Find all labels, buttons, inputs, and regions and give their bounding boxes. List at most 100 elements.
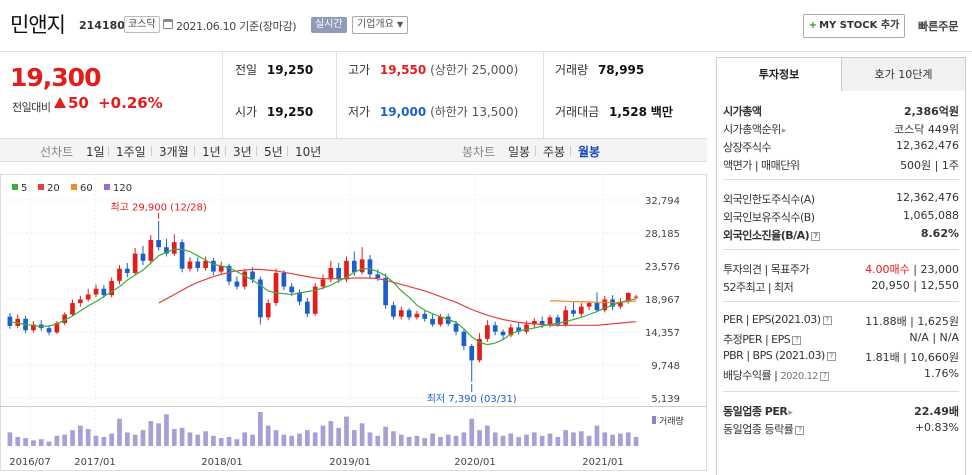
period-weekly[interactable]: 주봉 bbox=[543, 145, 566, 159]
volume-bar bbox=[250, 434, 255, 446]
volume-bar bbox=[516, 436, 522, 446]
candle-body bbox=[7, 316, 13, 326]
candle-body bbox=[109, 280, 115, 296]
foreign-limit-label: 외국인한도주식수(A) bbox=[723, 193, 815, 206]
period-1y[interactable]: 1년 bbox=[202, 145, 221, 159]
annotation-high: 최고 29,900 (12/28) bbox=[110, 202, 206, 214]
candle-body bbox=[124, 268, 130, 273]
period-3m[interactable]: 3개월 bbox=[159, 145, 189, 159]
candle-body bbox=[54, 323, 60, 333]
legend-label: 20 bbox=[47, 183, 60, 194]
help-icon[interactable]: ? bbox=[822, 316, 832, 325]
quick-order-link[interactable]: 빠른주문 bbox=[918, 20, 959, 33]
candle-body bbox=[148, 240, 154, 261]
candle-body bbox=[469, 346, 475, 361]
period-10y[interactable]: 10년 bbox=[295, 145, 322, 159]
candle-body bbox=[375, 274, 381, 278]
high-label: 고가 bbox=[348, 63, 371, 77]
help-icon[interactable]: ? bbox=[795, 426, 805, 435]
volume-bar bbox=[31, 440, 36, 446]
stock-chart: 32,794 28,185 23,576 18,967 14,357 9,748 5,139… bbox=[0, 162, 707, 475]
period-5y[interactable]: 5년 bbox=[264, 145, 283, 159]
x-tick-label: 2019/01 bbox=[329, 457, 371, 468]
help-icon[interactable]: ? bbox=[826, 352, 836, 361]
current-price-block: 19,300 전일대비 50 +0.26% bbox=[0, 52, 222, 138]
volume-bar bbox=[179, 427, 185, 446]
prev-close-value: 19,250 bbox=[266, 63, 314, 77]
candle-body bbox=[477, 338, 482, 361]
chart-period-bar: 선차트 1일 1주일 3개월 1년 3년 5년 10년 봉차트 일봉 주봉 월봉 bbox=[0, 138, 707, 162]
current-price: 19,300 bbox=[10, 63, 101, 92]
period-daily[interactable]: 일봉 bbox=[508, 145, 531, 159]
volume-bar bbox=[23, 438, 28, 446]
volume-bar bbox=[375, 435, 381, 446]
company-overview-button[interactable]: 기업개요 ▼ bbox=[352, 16, 409, 34]
y-tick-label: 32,794 bbox=[645, 196, 680, 207]
volume-bar bbox=[258, 412, 263, 446]
help-icon[interactable]: ? bbox=[820, 372, 830, 381]
candle-body bbox=[336, 267, 342, 280]
shares-label: 상장주식수 bbox=[723, 141, 772, 154]
est-per-label: 추정PER | EPS? bbox=[723, 331, 802, 347]
dividend-date: 2020.12 bbox=[780, 371, 819, 382]
period-3y[interactable]: 3년 bbox=[233, 145, 252, 159]
period-1d[interactable]: 1일 bbox=[86, 145, 105, 159]
info-tabs: 투자정보 호가 10단계 bbox=[717, 58, 965, 91]
candle-body bbox=[539, 320, 545, 325]
volume-bar bbox=[618, 433, 623, 446]
candle-body bbox=[31, 324, 36, 331]
foreign-ratio-label: 외국인소진율(B/A)? bbox=[723, 227, 821, 243]
tab-investment-info[interactable]: 투자정보 bbox=[717, 58, 841, 91]
candlestick-chart: 32,794 28,185 23,576 18,967 14,357 9,748 5,139… bbox=[0, 174, 707, 471]
y-tick-label: 9,748 bbox=[651, 361, 680, 372]
volume-bar bbox=[93, 435, 99, 446]
realtime-button[interactable]: 실시간 bbox=[311, 17, 347, 33]
volume-bar bbox=[625, 432, 631, 446]
pbr-text: PBR | BPS (2021.03) bbox=[723, 349, 825, 362]
legend-swatch bbox=[104, 184, 110, 190]
volume-bar bbox=[383, 426, 388, 446]
chevron-down-icon: ▼ bbox=[397, 20, 404, 29]
volume-bar bbox=[508, 433, 514, 446]
period-1w[interactable]: 1주일 bbox=[116, 145, 146, 159]
candle-body bbox=[281, 272, 287, 287]
volume-bar bbox=[539, 435, 545, 446]
industry-per-value: 22.49배 bbox=[914, 405, 959, 418]
volume-bar bbox=[148, 421, 154, 446]
candle-body bbox=[586, 303, 592, 307]
period-monthly[interactable]: 월봉 bbox=[578, 145, 601, 159]
est-per-value: N/A | N/A bbox=[909, 331, 959, 344]
volume-bar bbox=[469, 418, 475, 446]
stock-code: 214180 bbox=[79, 19, 125, 32]
industry-per-label[interactable]: 동일업종 PER▸ bbox=[723, 403, 793, 419]
candle-body bbox=[633, 296, 639, 298]
volume-bar bbox=[578, 431, 584, 446]
add-mystock-button[interactable]: + MY STOCK 추가 bbox=[803, 14, 905, 38]
candle-body bbox=[304, 301, 310, 314]
volume-bar bbox=[211, 435, 216, 446]
help-icon[interactable]: ? bbox=[792, 336, 802, 345]
market-cap-value: 2,386억원 bbox=[903, 105, 959, 118]
volume-bar bbox=[477, 430, 482, 446]
help-icon[interactable]: ? bbox=[811, 232, 821, 241]
volume-legend-swatch bbox=[652, 416, 656, 424]
legend-swatch bbox=[71, 184, 77, 190]
dividend-value: 1.76% bbox=[924, 367, 959, 380]
candle-body bbox=[508, 327, 514, 336]
plus-icon: + bbox=[808, 20, 818, 31]
volume-bar bbox=[610, 434, 615, 446]
candle-body bbox=[140, 253, 146, 261]
stock-name: 민앤지 bbox=[10, 13, 66, 37]
legend-label: 60 bbox=[80, 183, 93, 194]
candle-body bbox=[78, 299, 83, 304]
volume-bar bbox=[524, 434, 529, 446]
tab-orderbook-10[interactable]: 호가 10단계 bbox=[841, 58, 965, 91]
volume-bar bbox=[445, 434, 451, 446]
volume-bar bbox=[289, 435, 295, 446]
volume-bar bbox=[367, 432, 373, 446]
chart-frame bbox=[0, 174, 707, 471]
volume-bar bbox=[124, 432, 130, 446]
volume-bar bbox=[54, 435, 60, 446]
volume-label: 거래량 bbox=[659, 415, 684, 427]
candle-body bbox=[461, 331, 467, 347]
